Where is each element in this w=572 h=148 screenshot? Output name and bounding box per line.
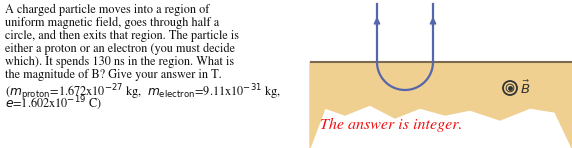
Text: uniform magnetic field, goes through half a: uniform magnetic field, goes through hal… (5, 17, 219, 29)
Text: which). It spends 130 ns in the region. What is: which). It spends 130 ns in the region. … (5, 56, 234, 68)
Text: The answer is integer.: The answer is integer. (320, 118, 463, 132)
Text: A charged particle moves into a region of: A charged particle moves into a region o… (5, 4, 209, 16)
Text: either a proton or an electron (you must decide: either a proton or an electron (you must… (5, 43, 235, 55)
Text: ($m_{\rm proton}$=1.672x10$^{-27}$ kg,  $m_{\rm electron}$=9.11x10$^{-31}$ kg,: ($m_{\rm proton}$=1.672x10$^{-27}$ kg, $… (5, 82, 281, 103)
Polygon shape (310, 62, 572, 148)
Text: the magnitude of B? Give your answer in T.: the magnitude of B? Give your answer in … (5, 69, 222, 81)
Text: $e$=1.602x10$^{-19}$ C): $e$=1.602x10$^{-19}$ C) (5, 95, 102, 113)
Text: $\vec{B}$: $\vec{B}$ (520, 79, 530, 97)
Text: circle, and then exits that region. The particle is: circle, and then exits that region. The … (5, 30, 239, 42)
